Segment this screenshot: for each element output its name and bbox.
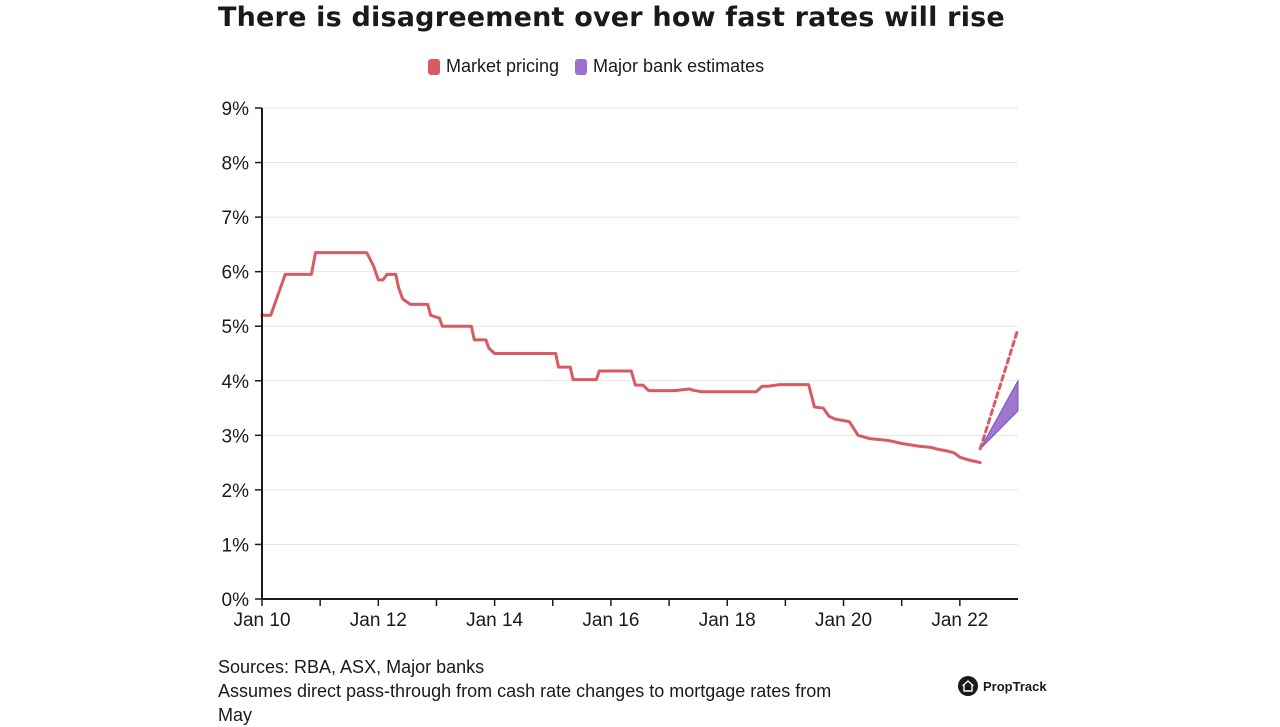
bank-estimates-band [979, 378, 1019, 450]
y-tick-label-3: 3% [222, 426, 250, 447]
axes: 0% 1% 2% 3% 4% 5% 6% 7% 8% 9% Jan 10 Jan 12 Jan 14 Ja… [222, 99, 1018, 631]
x-tick-label-jan-14: Jan 14 [466, 610, 523, 631]
y-tick-label-2: 2% [222, 481, 250, 502]
y-tick-label-4: 4% [222, 372, 250, 393]
y-tick-label-5: 5% [222, 317, 250, 338]
grid-lines [262, 107, 1018, 545]
assumption-note-continued: May [218, 705, 253, 725]
legend: Market pricing Major bank estimates [428, 56, 764, 77]
market-pricing-swatch [428, 58, 440, 75]
x-tick-label-jan-18: Jan 18 [699, 610, 756, 631]
y-tick-label-9: 9% [222, 99, 250, 120]
footer-notes: Sources: RBA, ASX, Major banks Assumes d… [218, 655, 831, 727]
x-tick-label-jan-16: Jan 16 [582, 610, 639, 631]
major-bank-estimates-band [979, 378, 1019, 450]
series-lines [260, 251, 1020, 465]
x-tick-label-jan-12: Jan 12 [350, 610, 407, 631]
y-tick-label-6: 6% [222, 263, 250, 284]
legend-label-market-pricing: Market pricing [446, 56, 560, 76]
chart-title: There is disagreement over how fast rate… [218, 2, 1005, 33]
market-pricing-line [260, 251, 982, 465]
y-tick-label-1: 1% [222, 535, 250, 556]
house-icon [958, 676, 978, 696]
x-tick-label-jan-10: Jan 10 [233, 610, 290, 631]
y-tick-label-8: 8% [222, 154, 250, 175]
x-tick-label-jan-20: Jan 20 [815, 610, 872, 631]
y-tick-label-7: 7% [222, 208, 250, 229]
major-bank-estimates-swatch [575, 58, 588, 75]
sources-note: Sources: RBA, ASX, Major banks [218, 657, 485, 677]
y-tick-label-0: 0% [222, 590, 250, 611]
legend-item-market-pricing: Market pricing [428, 56, 559, 77]
proptrack-logo: PropTrack [958, 676, 1047, 696]
legend-label-major-bank-estimates: Major bank estimates [593, 56, 765, 76]
legend-item-major-bank-estimates: Major bank estimates [575, 56, 764, 77]
market-pricing-projection-line [978, 327, 1020, 451]
brand-name: PropTrack [983, 678, 1047, 694]
assumption-note: Assumes direct pass-through from cash ra… [218, 681, 832, 701]
x-tick-label-jan-22: Jan 22 [931, 610, 988, 631]
